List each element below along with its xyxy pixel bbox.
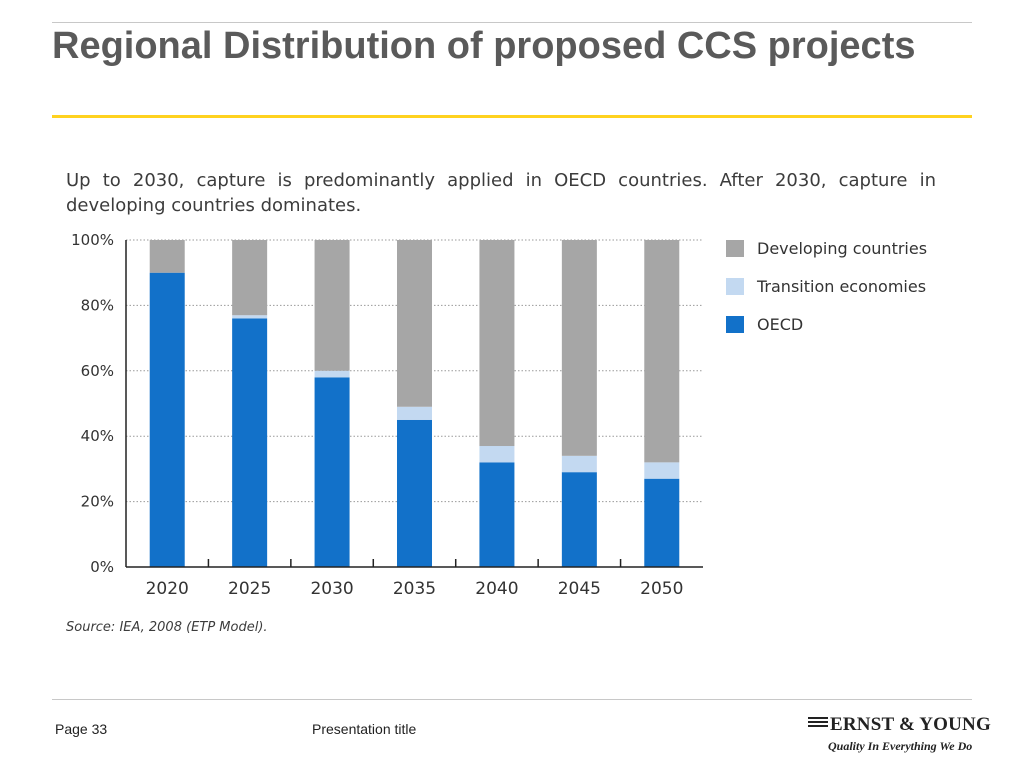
legend-label: Transition economies (756, 277, 926, 296)
y-tick-label: 60% (81, 362, 114, 380)
company-logo: ERNST & YOUNG Quality In Everything We D… (808, 714, 991, 758)
footer-rule (52, 699, 972, 700)
bar-segment-transition-economies (397, 406, 432, 420)
x-tick-label: 2025 (228, 579, 271, 599)
y-tick-label: 40% (81, 427, 114, 445)
bar-segment-transition-economies (644, 462, 680, 479)
page-number: Page 33 (55, 721, 108, 737)
bar-segment-transition-economies (479, 446, 515, 463)
x-tick-label: 2050 (640, 579, 683, 599)
bar-segment-developing-countries (561, 240, 597, 456)
chart-caption: Up to 2030, capture is predominantly app… (66, 170, 936, 216)
top-rule (52, 22, 972, 23)
bar-segment-transition-economies (232, 315, 268, 319)
title-underline (52, 115, 972, 118)
bar-segment-oecd (561, 472, 597, 567)
logo-tagline: Quality In Everything We Do (828, 739, 973, 753)
presentation-title: Presentation title (312, 721, 417, 737)
bar-segment-developing-countries (644, 240, 680, 463)
bar-segment-developing-countries (149, 240, 185, 273)
logo-name: ERNST & YOUNG (830, 714, 991, 735)
slide-title: Regional Distribution of proposed CCS pr… (52, 25, 916, 67)
bar-segment-oecd (644, 478, 680, 567)
bar-segment-oecd (397, 419, 432, 567)
y-tick-label: 0% (90, 558, 114, 576)
legend-label: OECD (757, 315, 803, 334)
bar-segment-oecd (232, 318, 268, 567)
y-tick-label: 80% (81, 296, 114, 314)
x-tick-label: 2045 (558, 579, 601, 599)
bar-segment-transition-economies (561, 455, 597, 473)
bar-segment-oecd (479, 462, 515, 567)
bar-segment-developing-countries (314, 240, 350, 371)
x-tick-label: 2035 (393, 579, 436, 599)
bar-segment-developing-countries (479, 240, 515, 447)
bar-segment-oecd (149, 272, 185, 567)
y-tick-label: 100% (71, 231, 114, 249)
bar-segment-transition-economies (314, 370, 350, 378)
x-tick-label: 2020 (146, 579, 189, 599)
logo-bars-icon (808, 717, 828, 731)
legend-label: Developing countries (757, 239, 927, 258)
chart-source: Source: IEA, 2008 (ETP Model). (66, 620, 268, 635)
legend-swatch (726, 278, 744, 295)
bar-segment-oecd (314, 377, 350, 567)
legend-swatch (726, 316, 744, 333)
y-tick-label: 20% (81, 493, 114, 511)
bar-segment-developing-countries (397, 240, 432, 407)
x-tick-label: 2030 (310, 579, 353, 599)
x-tick-label: 2040 (475, 579, 518, 599)
bar-segment-developing-countries (232, 240, 268, 316)
legend-swatch (726, 240, 744, 257)
